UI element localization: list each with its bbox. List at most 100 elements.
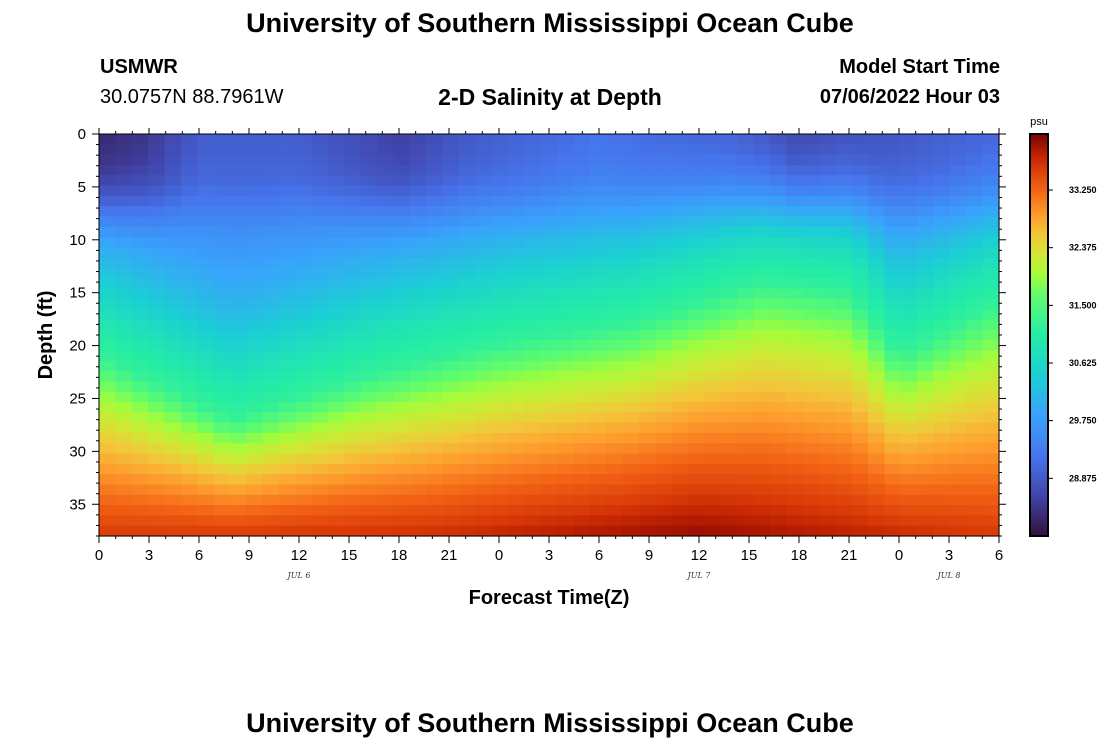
heatmap-cell	[573, 340, 591, 352]
heatmap-cell	[655, 402, 673, 413]
heatmap-cell	[262, 432, 280, 444]
heatmap-cell	[328, 474, 346, 486]
heatmap-cell	[819, 298, 836, 310]
heatmap-cell	[655, 484, 673, 496]
heatmap-cell	[164, 391, 182, 403]
heatmap-cell	[802, 195, 820, 207]
heatmap-cell	[229, 494, 247, 506]
heatmap-cell	[720, 525, 738, 537]
heatmap-cell	[622, 319, 640, 331]
heatmap-cell	[557, 350, 575, 362]
heatmap-cell	[262, 134, 280, 145]
heatmap-cell	[409, 298, 427, 310]
heatmap-cell	[786, 319, 804, 331]
heatmap-cell	[622, 505, 640, 516]
heatmap-cell	[835, 309, 853, 321]
heatmap-cell	[851, 505, 869, 516]
heatmap-cell	[409, 412, 427, 424]
heatmap-cell	[279, 195, 296, 207]
heatmap-cell	[409, 381, 427, 393]
heatmap-cell	[589, 391, 607, 403]
heatmap-cell	[868, 164, 886, 176]
heatmap-cell	[622, 402, 640, 413]
heatmap-cell	[884, 484, 902, 496]
heatmap-cell	[589, 350, 607, 362]
heatmap-cell	[295, 453, 313, 465]
heatmap-cell	[639, 154, 656, 166]
heatmap-cell	[688, 237, 706, 248]
heatmap-cell	[344, 329, 362, 341]
heatmap-cell	[328, 226, 346, 238]
heatmap-cell	[262, 515, 280, 527]
heatmap-cell	[262, 288, 280, 300]
heatmap-cell	[753, 237, 771, 248]
heatmap-cell	[442, 288, 460, 300]
heatmap-cell	[197, 257, 215, 269]
heatmap-cell	[213, 463, 231, 475]
heatmap-cell	[606, 350, 624, 362]
heatmap-cell	[213, 154, 231, 166]
heatmap-cell	[851, 164, 869, 176]
colorbar-tick-label: 30.625	[1069, 358, 1097, 368]
heatmap-cell	[982, 298, 1000, 310]
heatmap-cell	[688, 360, 706, 372]
heatmap-cell	[851, 391, 869, 403]
heatmap-cell	[328, 340, 346, 352]
heatmap-cell	[933, 329, 951, 341]
heatmap-cell	[524, 391, 542, 403]
heatmap-cell	[557, 422, 575, 434]
heatmap-cell	[688, 268, 706, 279]
heatmap-cell	[949, 268, 967, 279]
heatmap-cell	[639, 484, 656, 496]
heatmap-cell	[688, 453, 706, 465]
heatmap-cell	[426, 298, 444, 310]
heatmap-cell	[540, 195, 558, 207]
heatmap-cell	[164, 422, 182, 434]
heatmap-cell	[475, 288, 493, 300]
heatmap-cell	[540, 432, 558, 444]
heatmap-cell	[835, 329, 853, 341]
heatmap-cell	[589, 494, 607, 506]
heatmap-cell	[622, 226, 640, 238]
heatmap-cell	[688, 381, 706, 393]
heatmap-cell	[344, 525, 362, 537]
heatmap-cell	[344, 463, 362, 475]
heatmap-cell	[671, 340, 689, 352]
heatmap-cell	[720, 237, 738, 248]
heatmap-cell	[115, 360, 133, 372]
heatmap-cell	[279, 309, 296, 321]
heatmap-cell	[622, 350, 640, 362]
heatmap-cell	[835, 402, 853, 413]
heatmap-cell	[508, 195, 526, 207]
heatmap-cell	[933, 443, 951, 455]
heatmap-cell	[344, 134, 362, 145]
heatmap-cell	[99, 185, 116, 197]
heatmap-cell	[475, 412, 493, 424]
heatmap-cell	[164, 288, 182, 300]
heatmap-cell	[589, 412, 607, 424]
heatmap-cell	[459, 195, 476, 207]
heatmap-cell	[949, 195, 967, 207]
heatmap-cell	[884, 329, 902, 341]
heatmap-cell	[639, 185, 656, 197]
heatmap-cell	[360, 268, 378, 279]
heatmap-cell	[295, 278, 313, 290]
heatmap-cell	[786, 288, 804, 300]
heatmap-cell	[606, 402, 624, 413]
heatmap-cell	[246, 329, 264, 341]
heatmap-cell	[933, 381, 951, 393]
heatmap-cell	[557, 505, 575, 516]
heatmap-cell	[639, 278, 656, 290]
heatmap-cell	[229, 525, 247, 537]
heatmap-cell	[639, 340, 656, 352]
heatmap-cell	[164, 432, 182, 444]
heatmap-cell	[557, 515, 575, 527]
heatmap-cell	[753, 505, 771, 516]
heatmap-cell	[851, 474, 869, 486]
heatmap-cell	[982, 494, 1000, 506]
heatmap-cell	[835, 484, 853, 496]
heatmap-cell	[917, 237, 935, 248]
heatmap-cell	[884, 154, 902, 166]
heatmap-cell	[737, 154, 755, 166]
heatmap-cell	[917, 371, 935, 382]
